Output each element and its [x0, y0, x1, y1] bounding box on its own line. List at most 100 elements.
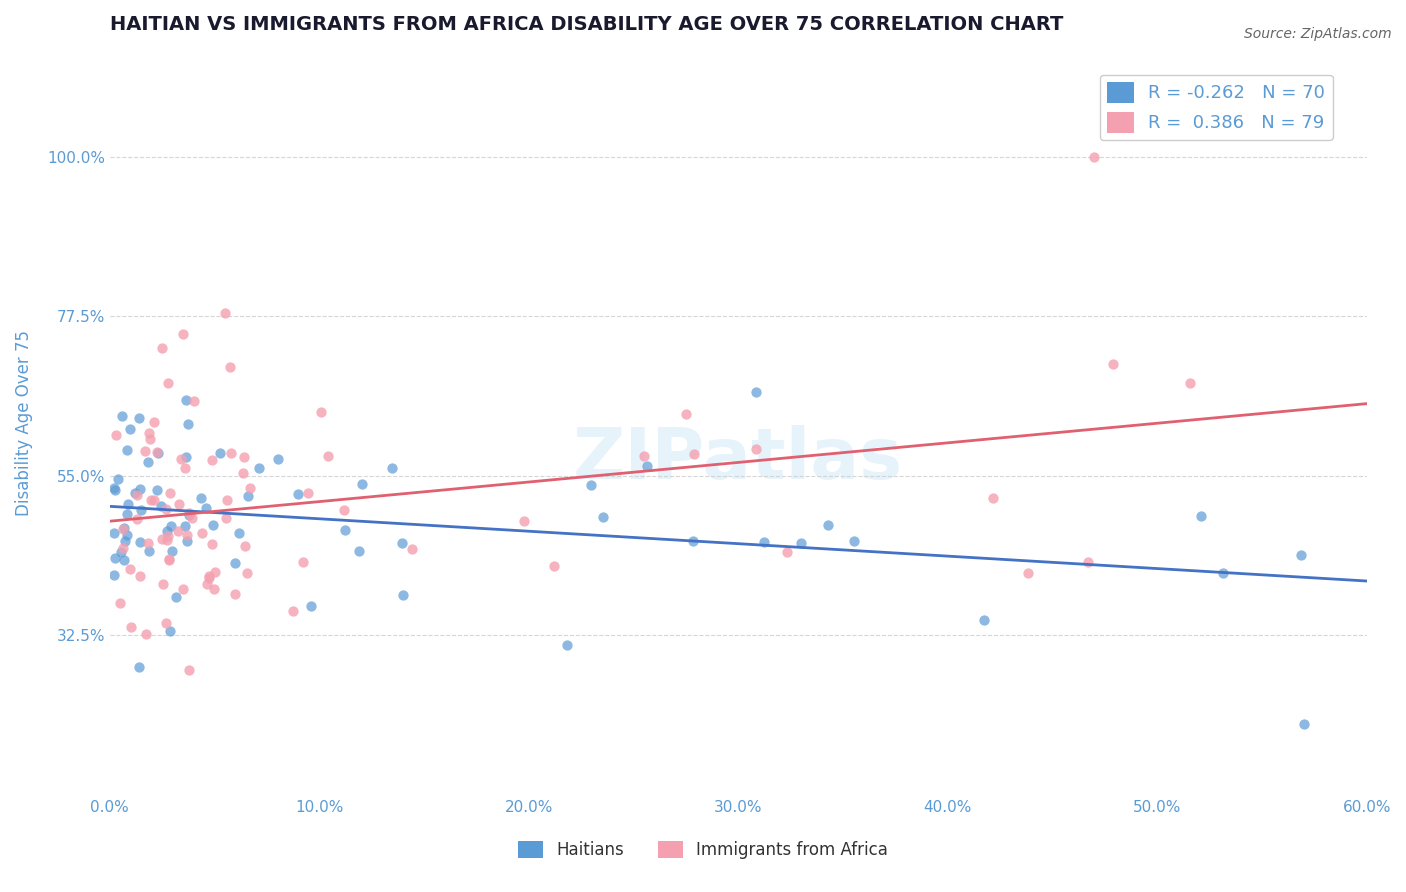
Point — [149, 500, 172, 514]
Point — [120, 620, 142, 634]
Point — [179, 506, 201, 520]
Point — [195, 576, 218, 591]
Point — [118, 562, 141, 576]
Point — [156, 376, 179, 390]
Point — [281, 603, 304, 617]
Point — [124, 485, 146, 500]
Point — [775, 544, 797, 558]
Point — [333, 503, 356, 517]
Point — [1102, 357, 1125, 371]
Point — [198, 569, 221, 583]
Point — [165, 590, 187, 604]
Point — [350, 477, 373, 491]
Point — [682, 534, 704, 549]
Point — [292, 556, 315, 570]
Point — [128, 411, 150, 425]
Point — [115, 442, 138, 457]
Text: Source: ZipAtlas.com: Source: ZipAtlas.com — [1244, 27, 1392, 41]
Point — [682, 446, 704, 460]
Point — [177, 508, 200, 522]
Point — [1077, 555, 1099, 569]
Y-axis label: Disability Age Over 75: Disability Age Over 75 — [15, 330, 32, 516]
Point — [177, 417, 200, 432]
Point — [156, 524, 179, 539]
Point — [172, 327, 194, 342]
Point — [167, 524, 190, 538]
Point — [128, 660, 150, 674]
Point — [176, 534, 198, 549]
Point — [1292, 716, 1315, 731]
Point — [391, 536, 413, 550]
Point — [112, 553, 135, 567]
Point — [129, 503, 152, 517]
Point — [744, 442, 766, 456]
Point — [981, 491, 1004, 506]
Point — [103, 568, 125, 582]
Point — [183, 393, 205, 408]
Point — [555, 639, 578, 653]
Point — [118, 422, 141, 436]
Point — [170, 451, 193, 466]
Point — [844, 533, 866, 548]
Point — [160, 519, 183, 533]
Point — [233, 539, 256, 553]
Point — [392, 587, 415, 601]
Point — [297, 486, 319, 500]
Point — [401, 541, 423, 556]
Point — [156, 533, 179, 547]
Text: ZIPatlas: ZIPatlas — [574, 425, 903, 494]
Point — [219, 446, 242, 460]
Point — [138, 544, 160, 558]
Point — [201, 537, 224, 551]
Point — [201, 518, 224, 533]
Point — [136, 536, 159, 550]
Point — [224, 587, 246, 601]
Point — [138, 425, 160, 440]
Point — [1083, 150, 1105, 164]
Point — [333, 523, 356, 537]
Point — [675, 407, 697, 421]
Legend: R = -0.262   N = 70, R =  0.386   N = 79: R = -0.262 N = 70, R = 0.386 N = 79 — [1099, 75, 1333, 140]
Point — [202, 582, 225, 596]
Point — [239, 482, 262, 496]
Point — [174, 518, 197, 533]
Point — [1212, 566, 1234, 581]
Point — [142, 493, 165, 508]
Point — [105, 428, 128, 442]
Legend: Haitians, Immigrants from Africa: Haitians, Immigrants from Africa — [512, 834, 894, 866]
Point — [316, 450, 339, 464]
Point — [817, 518, 839, 533]
Point — [190, 491, 212, 505]
Point — [215, 510, 238, 524]
Point — [235, 566, 257, 580]
Point — [217, 493, 239, 508]
Point — [309, 405, 332, 419]
Point — [179, 663, 201, 677]
Point — [195, 500, 218, 515]
Point — [181, 511, 204, 525]
Point — [232, 467, 254, 481]
Point — [754, 535, 776, 549]
Point — [157, 553, 180, 567]
Point — [381, 460, 404, 475]
Point — [152, 577, 174, 591]
Point — [125, 488, 148, 502]
Point — [543, 559, 565, 574]
Point — [155, 616, 177, 631]
Point — [592, 510, 614, 524]
Point — [148, 446, 170, 460]
Point — [111, 522, 134, 536]
Point — [150, 532, 173, 546]
Point — [138, 432, 160, 446]
Point — [228, 526, 250, 541]
Point — [224, 556, 246, 570]
Point — [115, 528, 138, 542]
Point — [139, 492, 162, 507]
Point — [287, 487, 309, 501]
Point — [176, 527, 198, 541]
Point — [129, 535, 152, 549]
Point — [103, 481, 125, 495]
Point — [104, 550, 127, 565]
Point — [299, 599, 322, 614]
Point — [135, 627, 157, 641]
